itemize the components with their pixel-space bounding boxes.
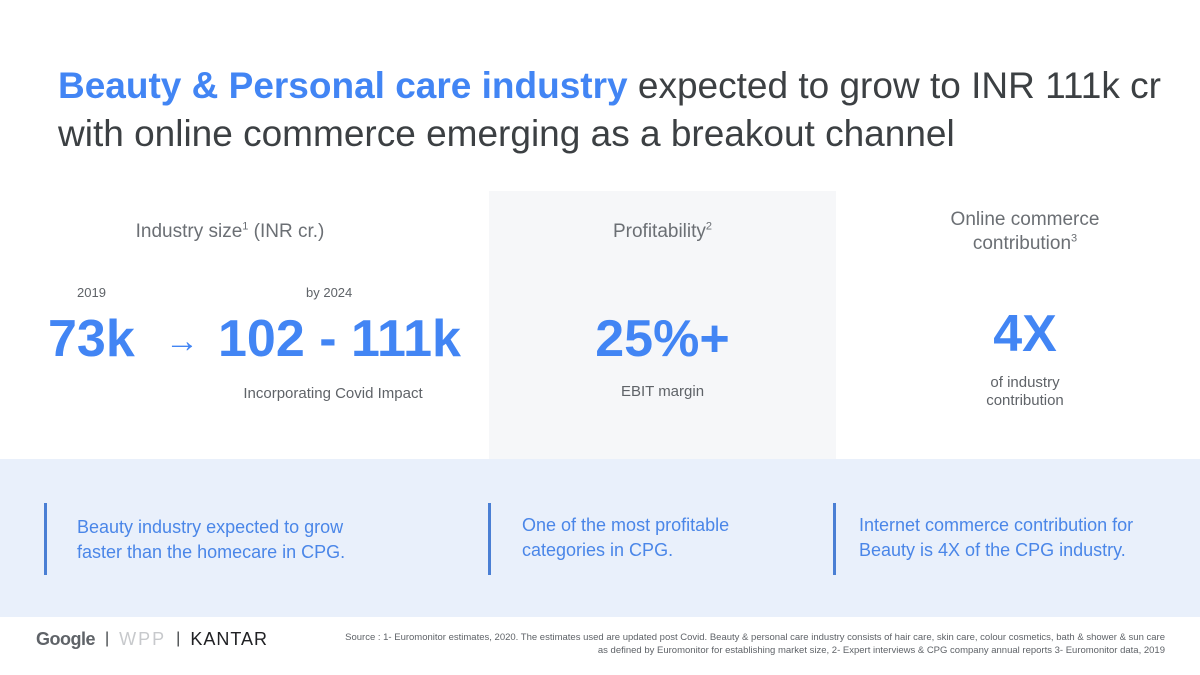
wpp-logo: WPP xyxy=(119,629,167,649)
profitability-heading: Profitability2 xyxy=(520,220,805,244)
online-contribution-note-line1: of industry xyxy=(990,374,1060,391)
industry-size-heading: Industry size1 (INR cr.) xyxy=(90,220,370,244)
year-to-label: by 2024 xyxy=(306,285,353,300)
page-title: Beauty & Personal care industry expected… xyxy=(58,62,1178,158)
title-highlight: Beauty & Personal care industry xyxy=(58,65,628,106)
callout-profitability-text: One of the most profitable categories in… xyxy=(522,515,730,560)
industry-size-2019-value: 73k xyxy=(48,310,135,368)
profitability-column-background xyxy=(489,191,836,459)
callout-internet-commerce-text: Internet commerce contribution for Beaut… xyxy=(859,515,1134,560)
callout-internet-commerce: Internet commerce contribution for Beaut… xyxy=(833,503,1133,575)
source-footnote: Source : 1- Euromonitor estimates, 2020.… xyxy=(300,631,1165,657)
online-commerce-footnote-ref: 3 xyxy=(1071,232,1078,245)
callout-profitability: One of the most profitable categories in… xyxy=(488,503,729,575)
source-footnote-line2: as defined by Euromonitor for establishi… xyxy=(597,645,1165,656)
industry-size-footnote-ref: 1 xyxy=(242,220,249,233)
callout-industry-growth: Beauty industry expected to grow faster … xyxy=(44,503,345,575)
online-commerce-heading-line1: Online commerce xyxy=(950,209,1100,230)
year-from-label: 2019 xyxy=(77,285,106,300)
callout-band xyxy=(0,459,1200,617)
logo-separator: | xyxy=(176,630,181,647)
online-contribution-note: of industry contribution xyxy=(885,374,1165,410)
callout-industry-growth-text: Beauty industry expected to grow faster … xyxy=(77,517,346,562)
covid-impact-note: Incorporating Covid Impact xyxy=(243,385,423,402)
online-contribution-value: 4X xyxy=(993,305,1057,363)
industry-size-unit: (INR cr.) xyxy=(248,221,325,242)
arrow-right-icon: → xyxy=(165,322,199,360)
source-footnote-line1: Source : 1- Euromonitor estimates, 2020.… xyxy=(345,632,1165,643)
industry-size-heading-text: Industry size xyxy=(135,221,243,242)
online-commerce-heading: Online commerce contribution3 xyxy=(885,208,1165,256)
partner-logos: Google | WPP | KANTAR xyxy=(36,628,268,650)
ebit-margin-label: EBIT margin xyxy=(620,383,705,400)
online-commerce-heading-line2-text: contribution xyxy=(972,233,1072,254)
online-contribution-note-line2: contribution xyxy=(986,392,1064,409)
profitability-heading-text: Profitability xyxy=(612,221,706,242)
ebit-margin-value: 25%+ xyxy=(595,310,730,368)
industry-size-2024-value: 102 - 111k xyxy=(218,310,461,368)
kantar-logo: KANTAR xyxy=(190,629,269,649)
title-rest: expected to grow to INR 111k cr with onl… xyxy=(58,65,1161,154)
profitability-footnote-ref: 2 xyxy=(705,220,713,233)
online-commerce-heading-line2: contribution3 xyxy=(885,232,1165,256)
logo-separator: | xyxy=(105,630,110,647)
google-logo: Google xyxy=(36,629,96,649)
